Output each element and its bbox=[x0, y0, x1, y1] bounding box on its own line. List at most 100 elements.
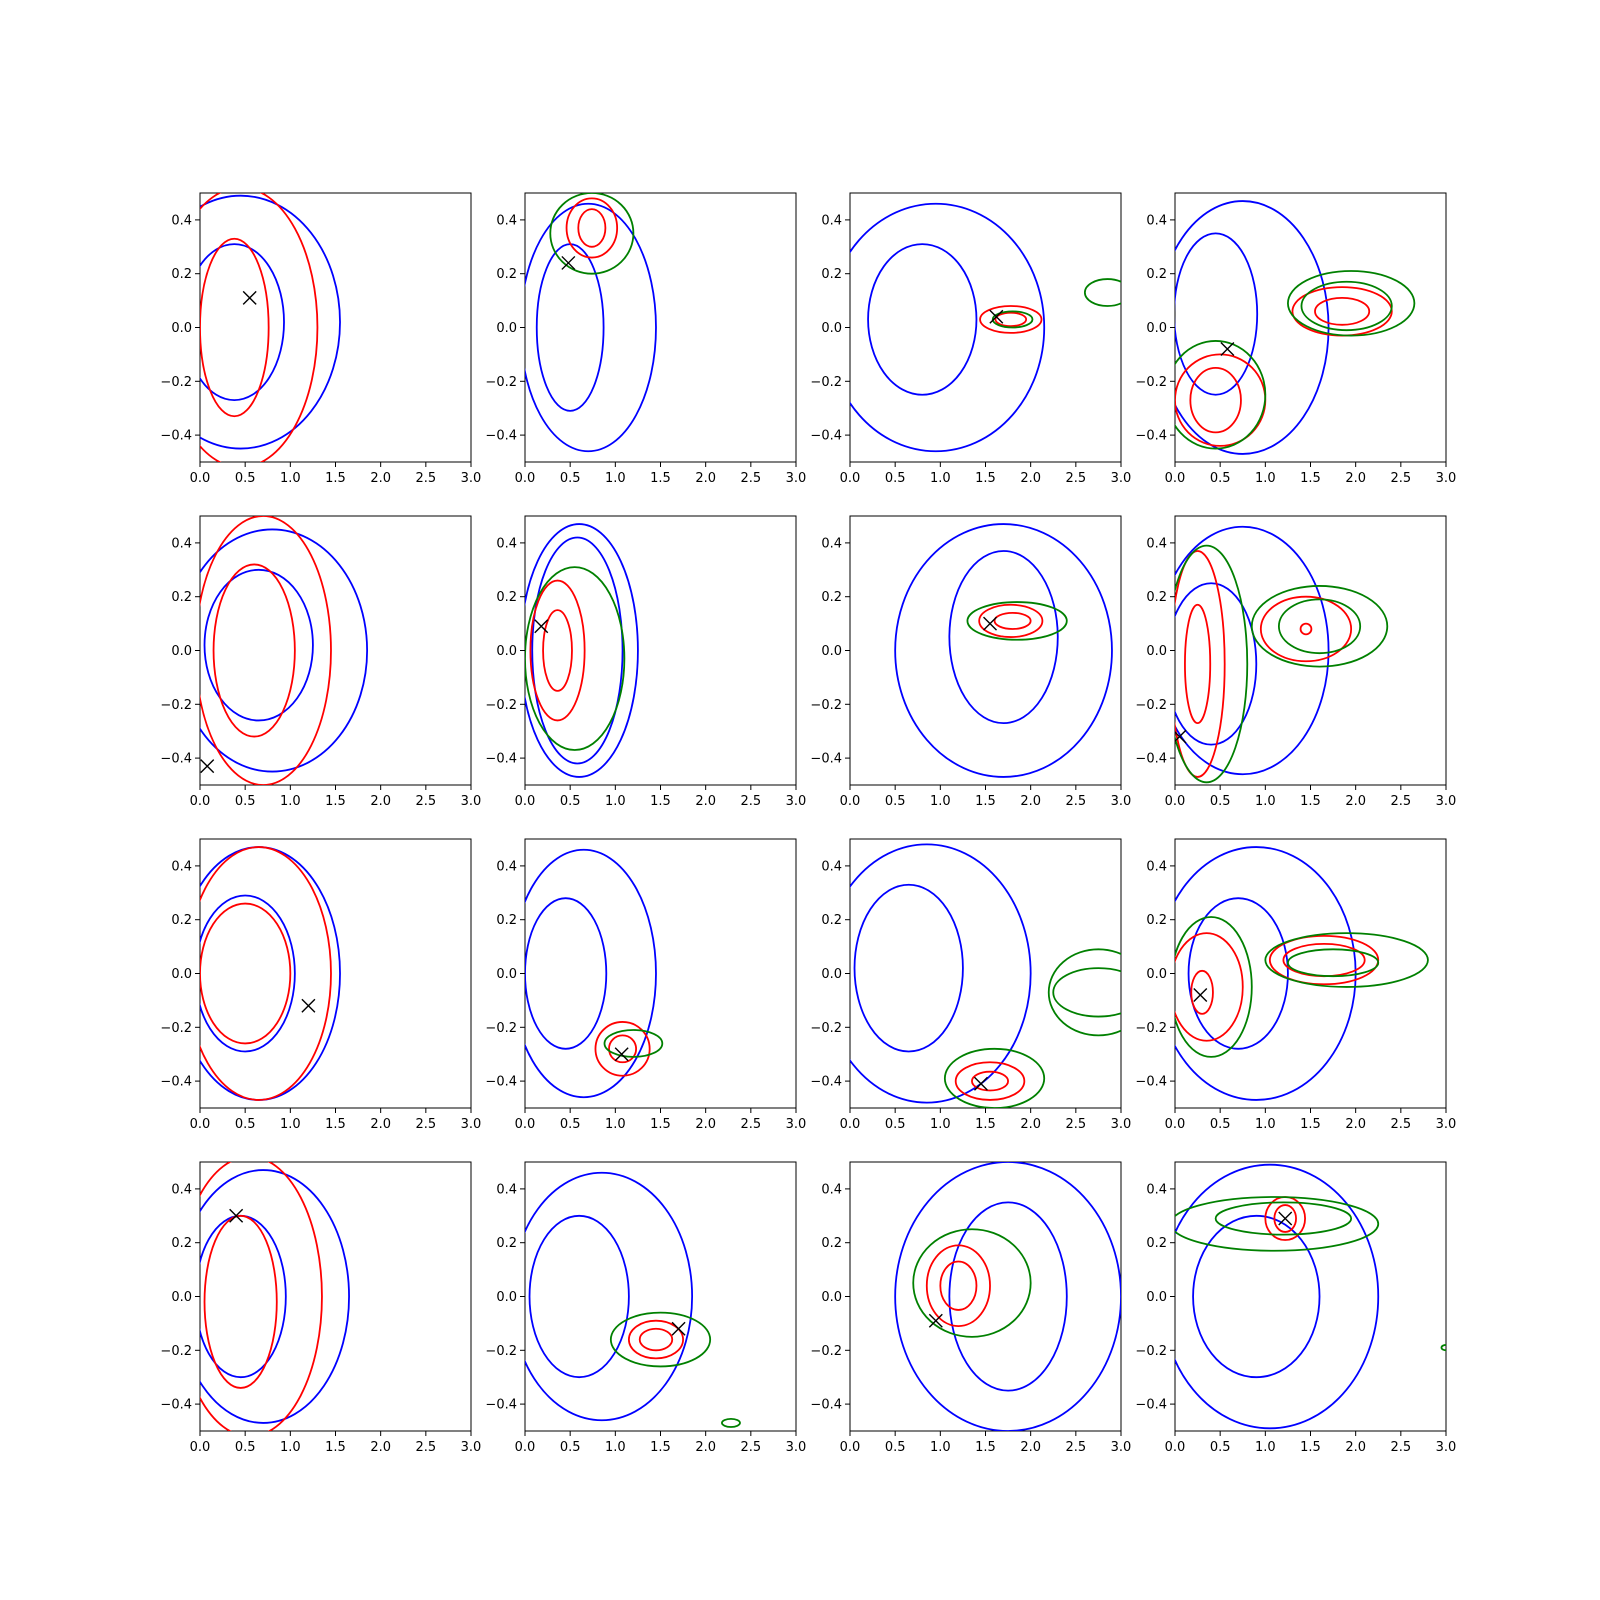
x-tick-label: 0.5 bbox=[235, 1117, 256, 1132]
red-contour-1 bbox=[971, 1070, 1009, 1092]
axes-frame bbox=[199, 1161, 472, 1432]
y-tick-label: −0.2 bbox=[485, 1021, 517, 1036]
y-tick-label: −0.2 bbox=[1135, 1021, 1167, 1036]
x-marker bbox=[614, 1047, 629, 1062]
red-contour-0 bbox=[979, 305, 1043, 334]
x-tick-label: 0.0 bbox=[515, 1117, 536, 1132]
x-tick-label: 0.5 bbox=[235, 1440, 256, 1455]
y-tick-label: 0.2 bbox=[1146, 913, 1167, 928]
blue-contour-1 bbox=[1187, 897, 1289, 1050]
axes-frame bbox=[199, 192, 472, 463]
x-tick-label: 2.5 bbox=[740, 794, 761, 809]
y-tick-label: 0.0 bbox=[496, 644, 517, 659]
blue-contour-0 bbox=[525, 1171, 693, 1422]
subplot-r2-c1: 0.0 0.5 1.0 1.5 2.0 2.5 3.0 −0.4 −0.2 0.0 0.2 0.4 bbox=[485, 838, 806, 1132]
y-tick-label: 0.4 bbox=[171, 536, 192, 551]
x-tick-label: 1.5 bbox=[1300, 794, 1321, 809]
red-contour-1 bbox=[542, 609, 573, 692]
y-tick-label: −0.4 bbox=[160, 1075, 192, 1090]
axes-frame bbox=[524, 515, 797, 786]
plot-area bbox=[200, 193, 341, 462]
y-tick-label: 0.0 bbox=[1146, 967, 1167, 982]
blue-contour-1 bbox=[948, 1201, 1068, 1392]
x-tick-label: 2.0 bbox=[1020, 1440, 1041, 1455]
x-tick-label: 1.5 bbox=[975, 794, 996, 809]
blue-contour-1 bbox=[853, 883, 964, 1053]
x-tick-label: 1.0 bbox=[280, 1117, 301, 1132]
red-contour-1 bbox=[638, 1327, 674, 1352]
y-tick-label: −0.4 bbox=[810, 752, 842, 767]
y-tick-label: −0.4 bbox=[160, 752, 192, 767]
x-tick-label: 2.0 bbox=[1020, 1117, 1041, 1132]
x-marker bbox=[1193, 988, 1208, 1003]
x-tick-label: 3.0 bbox=[1111, 1440, 1132, 1455]
x-marker bbox=[928, 1313, 943, 1328]
plot-area bbox=[525, 848, 664, 1099]
green-contour-1 bbox=[1287, 270, 1416, 337]
axes-frame bbox=[1174, 838, 1447, 1109]
x-tick-label: 0.5 bbox=[560, 471, 581, 486]
y-tick-label: −0.2 bbox=[810, 1344, 842, 1359]
y-tick-label: 0.2 bbox=[821, 267, 842, 282]
x-tick-label: 0.5 bbox=[1210, 1117, 1231, 1132]
axes-frame bbox=[849, 838, 1122, 1109]
y-tick-label: 0.4 bbox=[1146, 213, 1167, 228]
y-tick-label: −0.2 bbox=[160, 1021, 192, 1036]
red-contour-1 bbox=[939, 1260, 978, 1311]
red-contour-0 bbox=[954, 1061, 1026, 1101]
x-marker bbox=[534, 619, 549, 634]
plot-area bbox=[894, 1162, 1121, 1431]
x-tick-label: 2.0 bbox=[1345, 471, 1366, 486]
y-tick-label: 0.0 bbox=[171, 321, 192, 336]
y-tick-label: −0.4 bbox=[485, 1075, 517, 1090]
x-tick-label: 1.5 bbox=[975, 1440, 996, 1455]
x-tick-label: 3.0 bbox=[461, 471, 482, 486]
blue-contour-1 bbox=[1175, 582, 1258, 746]
y-tick-label: 0.2 bbox=[171, 1236, 192, 1251]
x-marker bbox=[229, 1208, 244, 1223]
red-contour-1 bbox=[212, 563, 296, 738]
y-tick-label: 0.4 bbox=[821, 536, 842, 551]
y-tick-label: 0.0 bbox=[171, 644, 192, 659]
x-tick-label: 2.0 bbox=[1345, 1117, 1366, 1132]
x-tick-label: 0.0 bbox=[515, 794, 536, 809]
y-tick-label: 0.2 bbox=[1146, 267, 1167, 282]
y-tick-label: 0.4 bbox=[821, 859, 842, 874]
green-contour-0 bbox=[1175, 544, 1249, 784]
y-tick-label: −0.2 bbox=[160, 1344, 192, 1359]
x-marker bbox=[301, 998, 316, 1013]
plot-area bbox=[200, 516, 368, 785]
x-tick-label: 2.5 bbox=[1065, 1440, 1086, 1455]
y-tick-label: −0.4 bbox=[810, 1075, 842, 1090]
y-tick-label: −0.2 bbox=[810, 375, 842, 390]
y-tick-label: −0.2 bbox=[1135, 375, 1167, 390]
plot-area bbox=[1175, 846, 1429, 1101]
y-tick-label: −0.2 bbox=[160, 375, 192, 390]
plot-area bbox=[850, 202, 1121, 453]
y-tick-label: −0.4 bbox=[1135, 752, 1167, 767]
x-tick-label: 1.5 bbox=[650, 1440, 671, 1455]
x-tick-label: 1.5 bbox=[975, 471, 996, 486]
green-contour-1 bbox=[1175, 1196, 1380, 1252]
x-tick-label: 2.5 bbox=[415, 794, 436, 809]
y-tick-label: −0.2 bbox=[485, 1344, 517, 1359]
y-tick-label: −0.4 bbox=[1135, 429, 1167, 444]
x-marker bbox=[973, 1076, 988, 1091]
x-tick-label: 0.5 bbox=[560, 794, 581, 809]
green-contour-2 bbox=[1300, 280, 1393, 332]
blue-contour-1 bbox=[200, 894, 296, 1053]
subplot-r3-c3: 0.0 0.5 1.0 1.5 2.0 2.5 3.0 −0.4 −0.2 0.0 0.2 0.4 bbox=[1135, 1161, 1456, 1455]
y-tick-label: 0.4 bbox=[171, 1182, 192, 1197]
subplot-r0-c3: 0.0 0.5 1.0 1.5 2.0 2.5 3.0 −0.4 −0.2 0.0 0.2 0.4 bbox=[1135, 192, 1456, 486]
red-contour-0 bbox=[565, 197, 619, 259]
x-tick-label: 2.5 bbox=[1065, 794, 1086, 809]
red-contour-1 bbox=[1184, 603, 1212, 725]
plot-area bbox=[200, 1162, 350, 1431]
y-tick-label: 0.0 bbox=[496, 967, 517, 982]
subplot-r3-c0: 0.0 0.5 1.0 1.5 2.0 2.5 3.0 −0.4 −0.2 0.0 0.2 0.4 bbox=[160, 1161, 481, 1455]
blue-contour-0 bbox=[1175, 525, 1330, 776]
x-tick-label: 2.5 bbox=[415, 471, 436, 486]
red-contour-0 bbox=[1175, 550, 1226, 778]
red-contour-0 bbox=[1175, 932, 1244, 1042]
